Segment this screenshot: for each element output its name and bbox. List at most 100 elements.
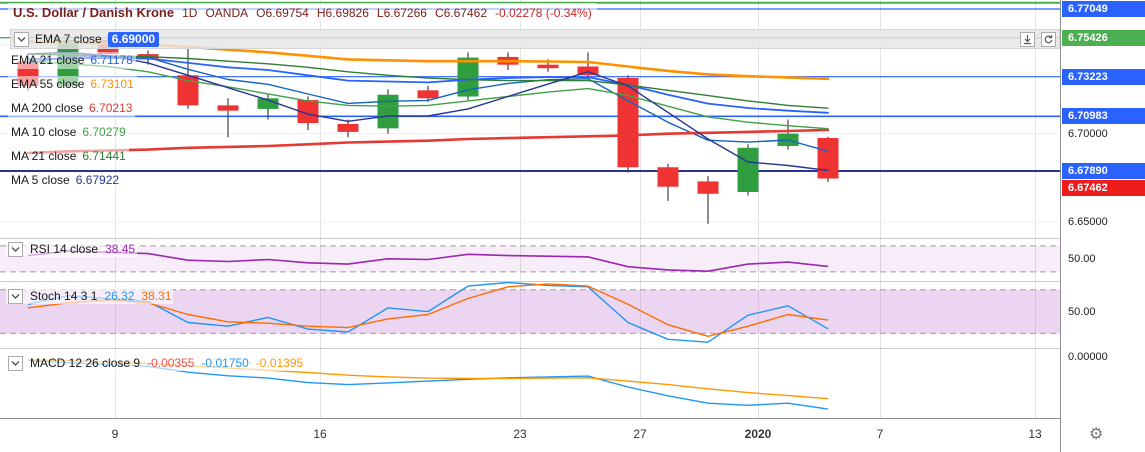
exchange-name: OANDA [205, 6, 249, 20]
ohlc-high: H6.69826 [316, 6, 369, 20]
pane-divider[interactable] [0, 281, 1145, 282]
gear-icon[interactable]: ⚙ [1089, 426, 1104, 443]
rsi-legend: RSI 14 close 38.45 [6, 241, 138, 257]
candle [577, 66, 599, 76]
indicator-label: MA 5 close [11, 173, 70, 187]
download-icon-button[interactable] [1020, 31, 1035, 47]
indicator-value: 6.70213 [89, 101, 133, 115]
refresh-icon [1044, 34, 1053, 43]
time-label[interactable]: 27 [633, 427, 647, 441]
time-label[interactable]: 16 [313, 427, 327, 441]
price-badge: 6.77049 [1062, 1, 1145, 17]
indicator-row[interactable]: MA 5 close 6.67922 [8, 172, 123, 189]
price-badge: 6.67462 [1062, 180, 1145, 196]
indicator-value: 6.73101 [90, 77, 134, 91]
ma-line [26, 128, 830, 155]
refresh-icon-button[interactable] [1041, 31, 1056, 47]
macd-label[interactable]: MACD 12 26 close 9 [30, 356, 141, 370]
candle [297, 100, 319, 124]
chart-header: U.S. Dollar / Danish Krone 1D OANDA O6.6… [8, 3, 597, 22]
time-label[interactable]: 7 [876, 427, 884, 441]
oscillator-band [0, 245, 1060, 272]
chevron-down-icon [17, 36, 26, 42]
candle [337, 123, 359, 132]
price-axis[interactable]: ⚙ 6.77049 6.75426 6.73223 6.70983 6.67890 6.6… [1061, 0, 1145, 452]
indicator-value: 6.70279 [82, 125, 126, 139]
ma-line [27, 60, 829, 130]
time-label[interactable]: 23 [513, 427, 527, 441]
indicator-row[interactable]: MA 21 close 6.71441 [8, 148, 129, 165]
indicator-row[interactable]: MA 10 close 6.70279 [8, 124, 129, 141]
price-badge: 6.75426 [1062, 30, 1145, 46]
macd-legend: MACD 12 26 close 9 -0.00355 -0.01750 -0.… [6, 355, 306, 371]
indicator-line [27, 281, 829, 343]
collapse-macd-pane-button[interactable] [8, 355, 23, 371]
chevron-down-icon [11, 246, 20, 252]
ohlc-open: O6.69754 [256, 6, 309, 20]
indicator-row[interactable]: EMA 21 close 6.71178 [8, 52, 136, 69]
candle [457, 57, 479, 97]
candle [697, 181, 719, 194]
candle [417, 90, 439, 99]
stoch-label[interactable]: Stoch 14 3 1 [30, 289, 98, 303]
ohlc-low: L6.67266 [376, 6, 427, 20]
candle [177, 75, 199, 106]
indicator-label: EMA 21 close [11, 53, 85, 67]
indicator-row[interactable]: EMA 55 close 6.73101 [8, 76, 137, 93]
ohlc-close: C6.67462 [434, 6, 487, 20]
time-axis[interactable]: 9 16 23 27 2020 7 13 [0, 419, 1060, 452]
collapse-main-pane-button[interactable] [14, 31, 29, 47]
axis-label: 0.00000 [1068, 351, 1108, 363]
collapse-stoch-pane-button[interactable] [8, 288, 23, 304]
indicator-value-chip[interactable]: 6.69000 [107, 31, 160, 47]
indicator-value: 6.67922 [75, 173, 120, 187]
indicator-label: MA 10 close [11, 125, 77, 139]
ma-line [27, 57, 829, 114]
ma-line [27, 53, 829, 109]
axis-label: 6.70000 [1068, 128, 1108, 140]
indicator-label[interactable]: EMA 7 close [35, 32, 102, 46]
time-label[interactable]: 13 [1028, 427, 1042, 441]
candle [377, 94, 399, 129]
stoch-legend: Stoch 14 3 1 26.32 38.31 [6, 288, 174, 304]
indicator-legend: EMA 21 close 6.71178 EMA 55 close 6.7310… [8, 52, 137, 196]
candle [817, 138, 839, 179]
chevron-down-icon [11, 360, 20, 366]
symbol-title[interactable]: U.S. Dollar / Danish Krone [13, 5, 175, 20]
selected-indicator-row[interactable]: EMA 7 close 6.69000 [10, 29, 1060, 49]
ma-line [27, 51, 829, 172]
candle [537, 64, 559, 69]
time-label[interactable]: 2020 [744, 427, 772, 441]
indicator-line [27, 250, 829, 273]
candle [217, 105, 239, 111]
axis-label: 50.00 [1068, 253, 1096, 265]
collapse-rsi-pane-button[interactable] [8, 241, 23, 257]
axis-label: 50.00 [1068, 306, 1096, 318]
price-badge: 6.73223 [1062, 69, 1145, 85]
indicator-value: 6.71178 [90, 53, 133, 67]
download-icon [1024, 34, 1031, 44]
price-badge: 6.67890 [1062, 163, 1145, 179]
stoch-pane-chart[interactable] [0, 281, 1060, 348]
price-axis-border [1060, 0, 1061, 452]
indicator-label: MA 21 close [11, 149, 77, 163]
rsi-value: 38.45 [105, 242, 136, 256]
price-change: -0.02278 (-0.34%) [495, 6, 592, 20]
stoch-d-value: 38.31 [141, 289, 172, 303]
pane-divider[interactable] [0, 348, 1145, 349]
timeframe[interactable]: 1D [182, 6, 198, 20]
indicator-label: MA 200 close [11, 101, 84, 115]
macd-value: -0.01750 [201, 356, 249, 370]
candle [617, 77, 639, 168]
rsi-pane-chart[interactable] [0, 238, 1060, 281]
indicator-label: EMA 55 close [11, 77, 85, 91]
pane-divider[interactable] [0, 238, 1145, 239]
candle [737, 147, 759, 193]
macd-hist-value: -0.00355 [147, 356, 195, 370]
rsi-label[interactable]: RSI 14 close [30, 242, 99, 256]
axis-label: 6.65000 [1068, 216, 1108, 228]
candle [657, 167, 679, 187]
indicator-row[interactable]: MA 200 close 6.70213 [8, 100, 136, 117]
price-badge: 6.70983 [1062, 108, 1145, 124]
time-label[interactable]: 9 [111, 427, 119, 441]
